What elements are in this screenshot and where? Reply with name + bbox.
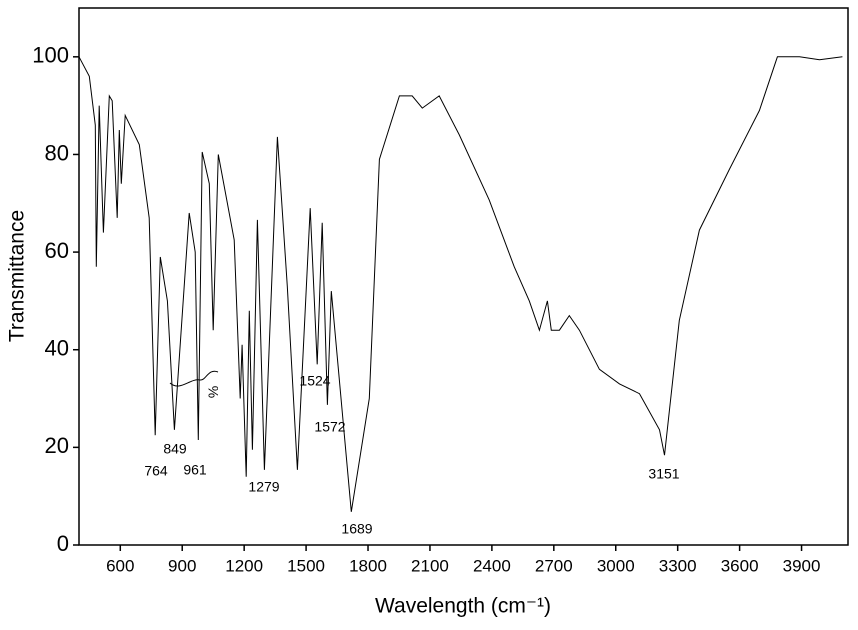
y-tick-label: 60 [45, 238, 69, 263]
y-tick-label: 40 [45, 336, 69, 361]
peak-annotation: 1279 [248, 479, 279, 495]
x-tick-label: 900 [168, 556, 196, 575]
x-tick-label: 600 [106, 556, 134, 575]
x-tick-label: 3600 [721, 556, 759, 575]
x-tick-label: 3900 [783, 556, 821, 575]
x-axis-label: Wavelength (cm⁻¹) [375, 595, 551, 618]
spectrum-line [78, 56, 843, 512]
x-tick-label: 3300 [659, 556, 697, 575]
x-tick-label: 2400 [473, 556, 511, 575]
x-tick-label: 2100 [411, 556, 449, 575]
y-tick-label: 20 [45, 433, 69, 458]
plot-frame [78, 7, 849, 546]
y-axis-label: Transmittance [6, 210, 29, 342]
x-tick-label: 3000 [597, 556, 635, 575]
y-tick-label: 100 [32, 43, 69, 68]
peak-annotation: 1572 [314, 419, 345, 435]
y-tick-label: 80 [45, 140, 69, 165]
y-tick-label: 0 [57, 531, 69, 556]
x-tick-label: 1800 [349, 556, 387, 575]
peak-annotation: 3151 [648, 466, 679, 482]
peak-annotation: 764 [144, 463, 168, 479]
annotation-curve [169, 370, 219, 387]
x-tick-label: 1200 [225, 556, 263, 575]
peak-annotation: % [205, 386, 221, 398]
x-tick-label: 1500 [287, 556, 325, 575]
peak-annotation: 1524 [299, 373, 330, 389]
peak-annotation: 849 [163, 441, 187, 457]
x-tick-label: 2700 [535, 556, 573, 575]
peak-annotation: 961 [183, 462, 207, 478]
peak-annotation: 1689 [341, 521, 372, 537]
